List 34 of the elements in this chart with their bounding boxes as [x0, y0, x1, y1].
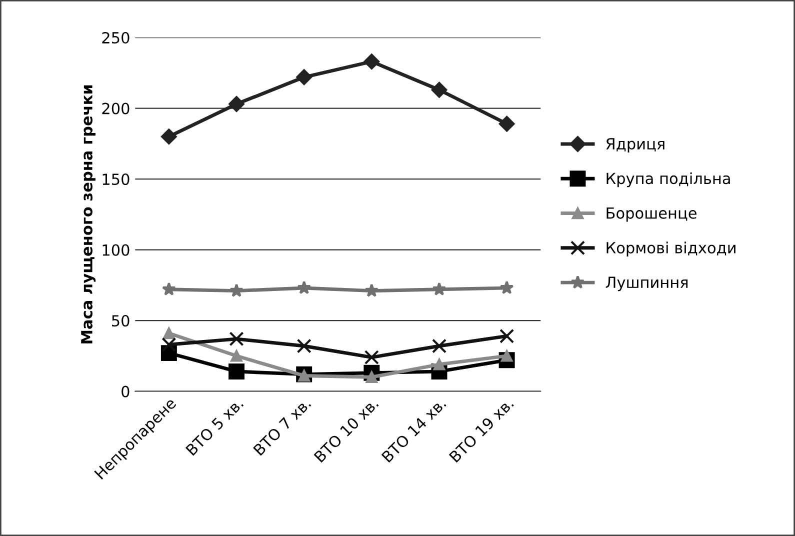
y-tick-label: 100 — [102, 244, 130, 256]
point — [364, 284, 379, 297]
legend-label: Ядриця — [606, 138, 664, 152]
y-tick-label: 250 — [102, 32, 130, 44]
point — [432, 282, 446, 296]
point — [431, 82, 448, 98]
point — [500, 280, 514, 294]
y-tick-label: 0 — [122, 386, 130, 398]
point — [500, 328, 514, 344]
point — [296, 69, 312, 86]
point — [230, 284, 244, 297]
point — [161, 128, 177, 144]
point — [228, 96, 244, 112]
point — [230, 350, 242, 362]
legend-label: Крупа подільна — [606, 172, 730, 188]
legend-label: Лушпиння — [606, 276, 688, 292]
y-tick-label: 200 — [102, 102, 130, 114]
point — [364, 350, 379, 365]
point — [228, 363, 244, 380]
point — [163, 327, 175, 340]
point — [498, 116, 515, 132]
point — [296, 338, 312, 354]
point — [432, 338, 447, 354]
legend-label: Кормові відходи — [606, 242, 736, 256]
legend-label: Борошенце — [606, 207, 696, 222]
point — [297, 280, 312, 294]
y-axis-title: Маса лущеного зерна гречки — [81, 85, 96, 344]
y-tick-label: 50 — [112, 314, 130, 327]
y-tick-label: 150 — [102, 173, 130, 186]
point — [162, 282, 176, 296]
point — [229, 332, 244, 346]
point — [162, 337, 176, 352]
point — [364, 54, 380, 70]
point — [433, 358, 446, 370]
